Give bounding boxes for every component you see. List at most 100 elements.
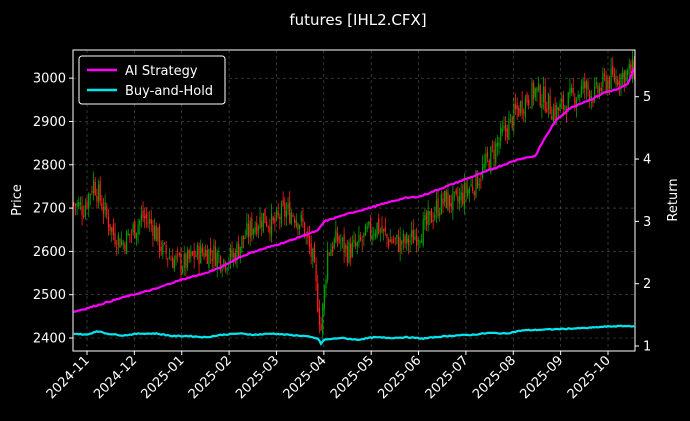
candle-body [137,224,139,234]
candle-body [153,225,156,240]
candle-body [557,107,559,111]
candle-body [417,240,419,242]
candle-body [387,239,390,246]
candle-body [181,268,184,273]
candle-body [475,170,477,197]
candle-body [213,245,215,259]
candle-body [414,236,416,240]
legend: AI Strategy Buy-and-Hold [78,55,226,105]
candle-body [435,200,438,213]
candle-body [506,128,508,138]
candle-body [594,85,596,101]
candle-body [364,224,367,236]
candle-body [300,215,302,222]
candle-body [73,203,75,205]
candle-body [112,224,114,236]
candle-body [457,196,459,202]
candle-body [236,243,238,261]
candle-body [351,242,353,257]
candle-body [303,222,306,238]
candle-body [209,248,212,255]
candle-body [524,97,527,117]
candle-body [416,235,418,246]
candle-body [480,179,482,181]
candle-body [238,243,240,257]
candle-body [99,181,101,201]
candle-body [378,218,380,234]
candle-body [406,233,408,243]
candle-body [498,142,500,147]
candle-body [468,188,470,194]
candle-body [114,232,116,245]
candle-body [402,233,405,242]
candle-body [574,97,576,106]
candle-body [191,251,194,255]
y-axis-right: 1 2 3 4 5 [635,90,651,355]
candle-body [165,245,167,255]
candle-body [186,250,189,268]
candle-body [501,128,503,132]
candle-body [448,195,451,206]
candle-body [343,234,345,253]
candle-body [284,202,286,217]
candle-body [261,220,263,227]
candle-body [381,226,383,233]
candle-body [486,151,489,158]
candle-body [177,251,179,253]
y-left-tick-label: 2800 [33,158,66,173]
candle-body [472,186,474,191]
candle-body [580,85,583,96]
y-right-tick-label: 3 [643,215,651,230]
candle-body [602,72,604,87]
candle-body [597,85,599,94]
candle-body [374,233,377,237]
candle-body [107,216,110,228]
candle-body [313,244,316,263]
candle-body [198,246,200,265]
candle-body [97,184,100,204]
candle-body [570,88,573,93]
candle-body [490,147,492,173]
candle-body [338,236,340,243]
candle-body [369,220,372,237]
candle-body [140,215,143,221]
candle-body [511,116,513,128]
candle-body [233,252,235,258]
candle-body [430,209,433,223]
candle-body [336,232,339,241]
chart-title: futures [IHL2.CFX] [289,11,426,29]
candle-body [297,223,299,230]
candle-body [331,245,334,252]
return-lines [73,67,636,346]
legend-box [78,55,226,105]
candle-body [397,236,400,252]
candle-body [270,213,273,236]
candle-body [465,182,467,194]
candle-body [206,249,208,265]
candle-body [476,173,479,189]
candle-body [389,239,391,243]
candle-body [218,254,220,256]
candle-body [521,100,523,115]
candle-body [88,193,90,209]
candle-body [600,87,602,91]
candle-body [242,235,245,240]
candle-body [458,196,461,204]
candle-body [483,164,485,169]
candle-body [130,232,133,234]
candle-body [256,222,258,235]
candle-body [491,145,494,147]
candle-body [399,237,401,252]
candle-body [584,81,586,89]
candle-body [109,223,111,231]
candle-body [104,202,106,211]
candle-body [407,237,410,245]
candle-body [172,257,174,268]
candle-body [327,250,329,280]
candle-body [74,203,77,206]
candle-body [361,240,363,242]
candle-body [175,255,177,260]
candle-body [613,73,616,82]
candle-body [411,230,413,237]
